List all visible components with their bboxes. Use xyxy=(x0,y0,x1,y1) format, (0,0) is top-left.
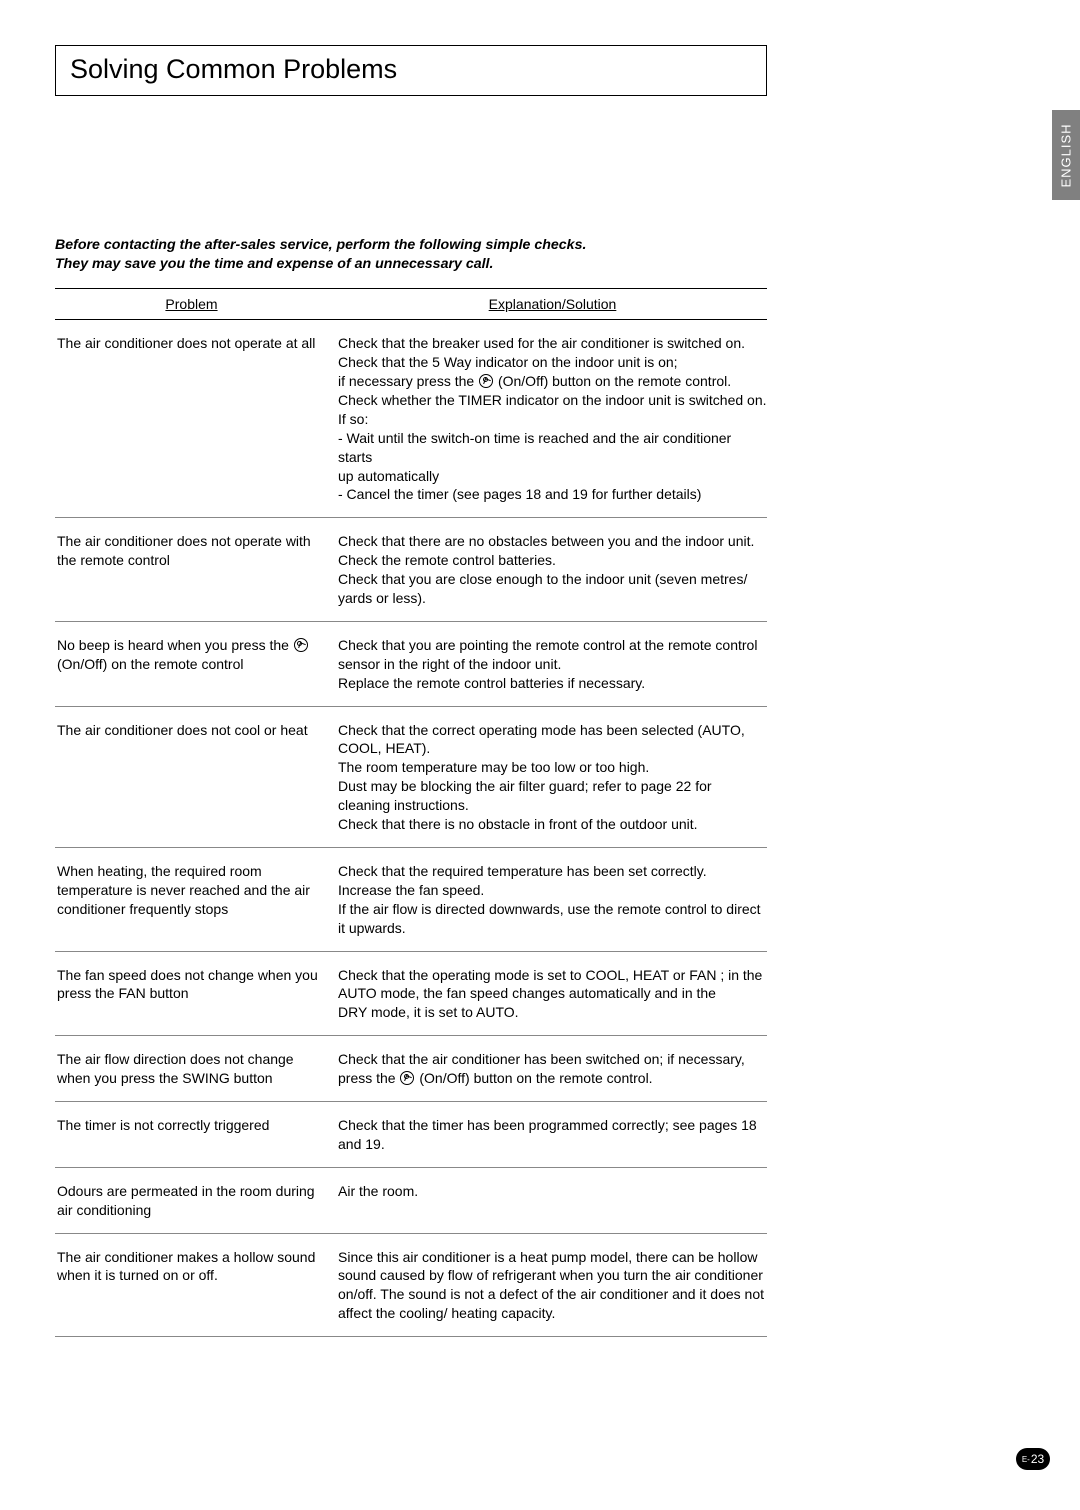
problem-cell: The air conditioner does not operate wit… xyxy=(55,532,338,608)
problem-cell: The air conditioner does not operate at … xyxy=(55,334,338,504)
problem-cell: The timer is not correctly triggered xyxy=(55,1116,338,1154)
problem-cell: The air flow direction does not change w… xyxy=(55,1050,338,1088)
solution-cell: Check that you are pointing the remote c… xyxy=(338,636,767,693)
solution-cell: Check that the correct operating mode ha… xyxy=(338,721,767,834)
power-icon xyxy=(294,638,308,652)
table-row: When heating, the required room temperat… xyxy=(55,848,767,952)
solution-cell: Air the room. xyxy=(338,1182,767,1220)
page-number: 23 xyxy=(1031,1452,1044,1466)
title-box: Solving Common Problems xyxy=(55,45,767,96)
troubleshooting-table: Problem Explanation/Solution The air con… xyxy=(55,288,767,1337)
problem-cell: The fan speed does not change when you p… xyxy=(55,966,338,1023)
language-tab-label: ENGLISH xyxy=(1059,123,1074,187)
table-row: The air flow direction does not change w… xyxy=(55,1036,767,1102)
page-prefix: E- xyxy=(1022,1455,1030,1464)
solution-cell: Check that the breaker used for the air … xyxy=(338,334,767,504)
table-row: The fan speed does not change when you p… xyxy=(55,952,767,1037)
solution-cell: Check that the timer has been programmed… xyxy=(338,1116,767,1154)
page-title: Solving Common Problems xyxy=(70,54,752,85)
problem-cell: When heating, the required room temperat… xyxy=(55,862,338,938)
language-tab: ENGLISH xyxy=(1052,110,1080,200)
solution-cell: Check that the air conditioner has been … xyxy=(338,1050,767,1088)
problem-cell: The air conditioner makes a hollow sound… xyxy=(55,1248,338,1324)
solution-cell: Check that the operating mode is set to … xyxy=(338,966,767,1023)
intro-line-1: Before contacting the after-sales servic… xyxy=(55,236,767,255)
header-problem: Problem xyxy=(55,296,338,312)
table-row: The air conditioner does not operate wit… xyxy=(55,518,767,622)
table-row: The timer is not correctly triggeredChec… xyxy=(55,1102,767,1168)
intro-line-2: They may save you the time and expense o… xyxy=(55,255,767,274)
solution-cell: Check that the required temperature has … xyxy=(338,862,767,938)
solution-cell: Since this air conditioner is a heat pum… xyxy=(338,1248,767,1324)
table-row: The air conditioner does not operate at … xyxy=(55,320,767,518)
table-row: Odours are permeated in the room during … xyxy=(55,1168,767,1234)
page-number-badge: E-23 xyxy=(1016,1448,1050,1470)
page-content: Solving Common Problems Before contactin… xyxy=(55,45,767,1337)
problem-cell: Odours are permeated in the room during … xyxy=(55,1182,338,1220)
power-icon xyxy=(400,1071,414,1085)
table-header: Problem Explanation/Solution xyxy=(55,288,767,320)
solution-cell: Check that there are no obstacles betwee… xyxy=(338,532,767,608)
table-row: No beep is heard when you press the (On/… xyxy=(55,622,767,707)
problem-cell: The air conditioner does not cool or hea… xyxy=(55,721,338,834)
table-row: The air conditioner makes a hollow sound… xyxy=(55,1234,767,1338)
header-solution: Explanation/Solution xyxy=(338,296,767,312)
table-row: The air conditioner does not cool or hea… xyxy=(55,707,767,848)
power-icon xyxy=(479,374,493,388)
problem-cell: No beep is heard when you press the (On/… xyxy=(55,636,338,693)
intro-text: Before contacting the after-sales servic… xyxy=(55,236,767,274)
